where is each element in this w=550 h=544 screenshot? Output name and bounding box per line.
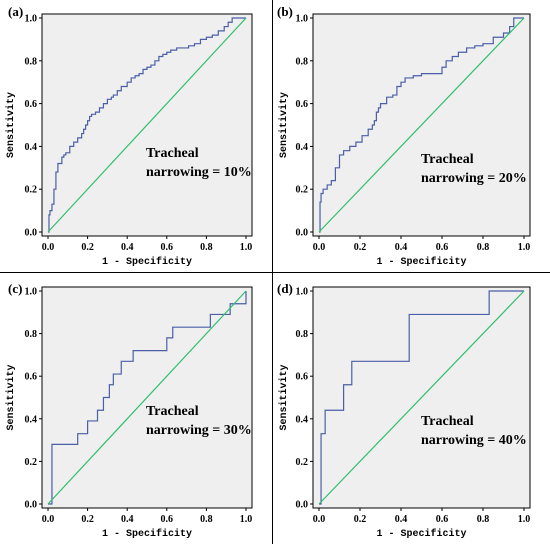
y-tick-label: 0.2 [25, 185, 38, 196]
annotation-line: narrowing = 40% [421, 433, 527, 448]
x-tick-label: 0.4 [121, 242, 134, 253]
x-tick-label: 0.6 [161, 242, 174, 253]
annotation-line: narrowing = 30% [146, 423, 252, 438]
x-tick-label: 0.2 [81, 514, 94, 525]
roc-panel-4: (d) 0.0 0.2 0.4 0.6 0.8 1.0 0.0 0.2 0.4 0.6 0.8 1.0 1… [277, 281, 531, 540]
annotation-line: Tracheal [421, 152, 474, 167]
x-axis-title: 1 - Specificity [102, 528, 192, 540]
y-tick-label: 0.6 [25, 372, 38, 383]
x-tick-label: 0.4 [395, 242, 408, 253]
roc-panel-2: (b) 0.0 0.2 0.4 0.6 0.8 1.0 0.0 0.2 0.4 0.6 0.8 1.0 1… [277, 4, 531, 268]
x-tick-label: 0.2 [354, 514, 367, 525]
y-tick-label: 0.6 [25, 99, 38, 110]
x-tick-label: 0.8 [477, 514, 490, 525]
y-axis-title: Sensitivity [5, 364, 17, 430]
y-tick-label: 1.0 [296, 287, 309, 298]
x-tick-label: 0.0 [42, 514, 55, 525]
x-tick-label: 0.0 [313, 514, 326, 525]
y-tick-label: 1.0 [296, 14, 309, 25]
panel-label: (d) [277, 281, 293, 296]
y-tick-label: 0.8 [25, 56, 38, 67]
y-tick-label: 0.0 [296, 228, 309, 239]
threshold-annotation: Tracheal narrowing = 40% [421, 414, 527, 448]
roc-panel-1: (a) 0.0 0.2 0.4 0.6 0.8 1.0 0.0 0.2 0.4 0.6 0.8 1.0 1… [5, 4, 253, 268]
x-tick-label: 1.0 [518, 242, 531, 253]
x-tick-label: 0.6 [436, 242, 449, 253]
y-tick-label: 0.6 [296, 372, 309, 383]
x-tick-label: 1.0 [240, 242, 253, 253]
x-tick-label: 0.0 [313, 242, 326, 253]
y-axis-title: Sensitivity [278, 364, 290, 430]
y-tick-label: 0.8 [25, 329, 38, 340]
y-tick-label: 1.0 [25, 287, 38, 298]
y-tick-label: 0.6 [296, 99, 309, 110]
reference-line [318, 290, 525, 505]
roc-curve [319, 290, 524, 505]
panel-label: (a) [8, 4, 23, 19]
x-axis-title: 1 - Specificity [102, 256, 192, 268]
threshold-annotation: Tracheal narrowing = 20% [421, 152, 527, 186]
annotation-line: Tracheal [421, 414, 474, 429]
threshold-annotation: Tracheal narrowing = 10% [146, 146, 252, 180]
annotation-line: narrowing = 20% [421, 171, 527, 186]
y-tick-label: 0.2 [25, 457, 38, 468]
x-tick-label: 1.0 [240, 514, 253, 525]
y-axis-title: Sensitivity [5, 92, 17, 158]
panel-label: (b) [277, 4, 293, 19]
reference-line [47, 17, 247, 233]
y-tick-label: 0.2 [296, 457, 309, 468]
threshold-annotation: Tracheal narrowing = 30% [146, 404, 252, 438]
reference-line [47, 290, 247, 505]
x-tick-label: 0.2 [354, 242, 367, 253]
x-tick-label: 1.0 [518, 514, 531, 525]
x-tick-label: 0.6 [436, 514, 449, 525]
y-tick-label: 0.0 [296, 500, 309, 511]
annotation-line: narrowing = 10% [146, 165, 252, 180]
panel-label: (c) [8, 281, 22, 296]
roc-curve [48, 291, 247, 505]
roc-panel-3: (c) 0.0 0.2 0.4 0.6 0.8 1.0 0.0 0.2 0.4 0.6 0.8 1.0 1… [5, 281, 253, 540]
y-axis-title: Sensitivity [278, 92, 290, 158]
y-tick-label: 0.0 [25, 500, 38, 511]
y-tick-label: 0.4 [296, 142, 309, 153]
x-tick-label: 0.8 [200, 514, 213, 525]
x-tick-label: 0.6 [161, 514, 174, 525]
y-tick-label: 0.0 [25, 228, 38, 239]
y-tick-label: 0.4 [25, 414, 38, 425]
y-tick-label: 0.4 [25, 142, 38, 153]
x-tick-label: 0.8 [477, 242, 490, 253]
y-tick-label: 0.2 [296, 185, 309, 196]
y-tick-label: 1.0 [25, 14, 38, 25]
x-axis-title: 1 - Specificity [376, 528, 466, 540]
x-tick-label: 0.0 [42, 242, 55, 253]
x-tick-label: 0.2 [81, 242, 94, 253]
annotation-line: Tracheal [146, 146, 199, 161]
horizontal-divider [0, 272, 550, 273]
x-axis-title: 1 - Specificity [376, 256, 466, 268]
y-tick-label: 0.8 [296, 329, 309, 340]
annotation-line: Tracheal [146, 404, 199, 419]
x-tick-label: 0.4 [395, 514, 408, 525]
y-tick-label: 0.4 [296, 414, 309, 425]
roc-curve [48, 17, 246, 233]
x-tick-label: 0.8 [200, 242, 213, 253]
roc-curve [319, 17, 524, 233]
y-tick-label: 0.8 [296, 56, 309, 67]
reference-line [318, 17, 525, 233]
x-tick-label: 0.4 [121, 514, 134, 525]
